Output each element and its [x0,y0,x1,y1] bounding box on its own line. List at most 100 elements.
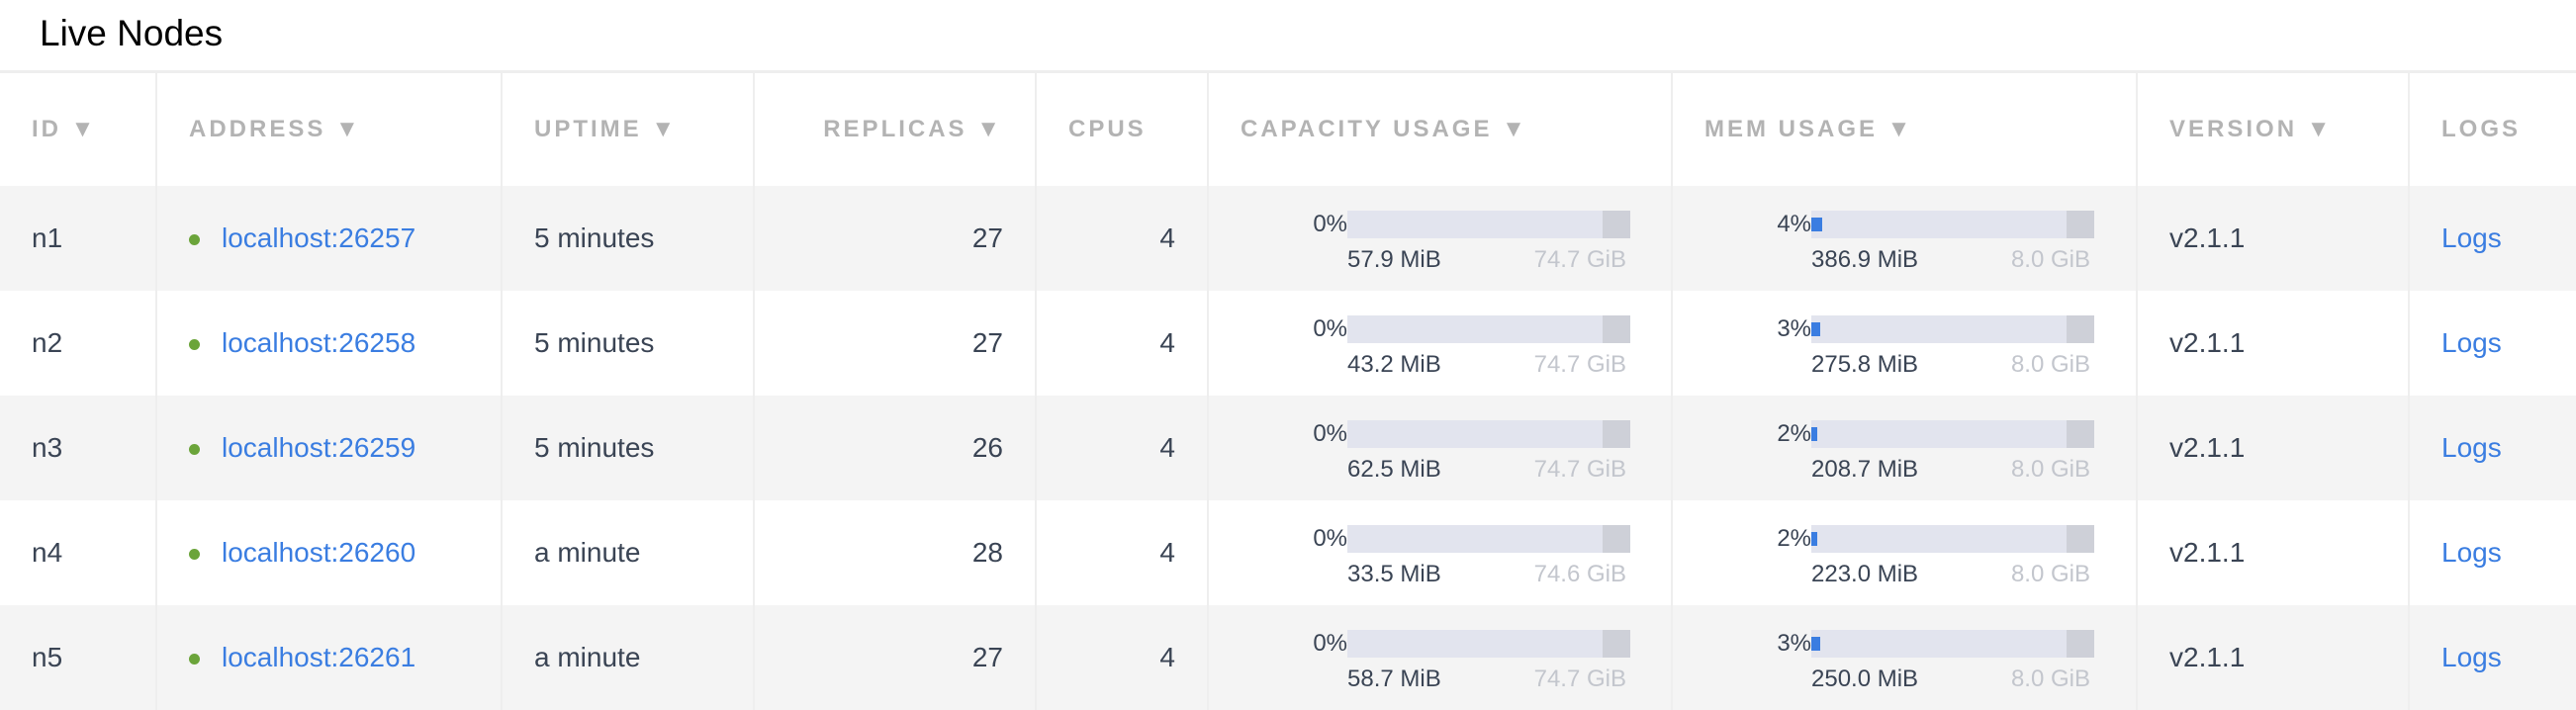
address-link[interactable]: localhost:26259 [222,432,416,463]
bar-end [2067,211,2094,238]
address-cell: localhost:26261 [155,605,502,710]
bar-end [2067,630,2094,658]
node-id: n1 [0,186,156,291]
page-title: Live Nodes [0,0,2576,73]
replicas: 26 [753,396,1036,500]
column-header-mem-usage[interactable]: MEM USAGE ▼ [1671,73,2137,186]
column-header-replicas[interactable]: REPLICAS ▼ [753,73,1036,186]
logs-link[interactable]: Logs [2441,327,2502,358]
cap-total: 74.7 GiB [1533,246,1626,273]
column-header-cpus: CPUS [1035,73,1208,186]
replicas: 27 [753,186,1036,291]
nodes-table: ID ▼ ADDRESS ▼ UPTIME ▼ REPLICAS ▼ CPUS … [0,73,2576,710]
logs-link[interactable]: Logs [2441,222,2502,253]
logs-link[interactable]: Logs [2441,642,2502,672]
address-link[interactable]: localhost:26260 [222,537,416,568]
cap-percent: 0% [1313,525,1347,552]
cap-total: 74.7 GiB [1533,456,1626,483]
column-header-logs: LOGS [2408,73,2576,186]
uptime: a minute [501,500,754,605]
mem-cell: 4% 386.9 MiB 8.0 GiB [1671,186,2137,291]
mem-usage: 2% 223.0 MiB 8.0 GiB [1712,513,2136,592]
cap-percent: 0% [1313,420,1347,447]
cap-total: 74.7 GiB [1533,351,1626,378]
bar-end [1603,315,1630,343]
column-header-id[interactable]: ID ▼ [32,116,98,142]
column-header-uptime[interactable]: UPTIME ▼ [501,73,754,186]
capacity-usage: 0% 33.5 MiB 74.6 GiB [1248,513,1671,592]
address-cell: localhost:26258 [155,291,502,396]
uptime: 5 minutes [501,186,754,291]
status-dot-icon [189,339,200,351]
bar-fill [1811,218,1823,231]
bar-end [2067,525,2094,553]
logs-cell: Logs [2408,500,2576,605]
mem-usage-bar [1811,420,2094,448]
logs-link[interactable]: Logs [2441,432,2502,463]
version: v2.1.1 [2136,186,2409,291]
version: v2.1.1 [2136,291,2409,396]
mem-percent: 3% [1777,630,1811,657]
cap-percent: 0% [1313,211,1347,237]
mem-used: 250.0 MiB [1811,666,1919,692]
table-row: n2 localhost:26258 5 minutes 27 4 0% 43.… [0,291,2576,396]
bar-fill [1811,427,1817,441]
capacity-usage: 0% 43.2 MiB 74.7 GiB [1248,304,1671,383]
column-header-version[interactable]: VERSION ▼ [2136,73,2409,186]
table-row: n1 localhost:26257 5 minutes 27 4 0% 57.… [0,186,2576,291]
cpus: 4 [1035,291,1208,396]
bar-end [1603,420,1630,448]
version: v2.1.1 [2136,605,2409,710]
address-link[interactable]: localhost:26258 [222,327,416,358]
cap-usage-bar [1347,630,1630,658]
mem-used: 275.8 MiB [1811,351,1919,378]
replicas: 27 [753,291,1036,396]
bar-fill [1811,532,1817,546]
status-dot-icon [189,654,200,666]
bar-end [1603,211,1630,238]
address-cell: localhost:26259 [155,396,502,500]
cpus: 4 [1035,500,1208,605]
bar-end [2067,420,2094,448]
bar-end [2067,315,2094,343]
column-header-capacity-usage[interactable]: CAPACITY USAGE ▼ [1207,73,1672,186]
address-link[interactable]: localhost:26257 [222,222,416,253]
mem-total: 8.0 GiB [2010,666,2090,692]
mem-total: 8.0 GiB [2010,246,2090,273]
mem-usage: 3% 250.0 MiB 8.0 GiB [1712,618,2136,697]
table-row: n5 localhost:26261 a minute 27 4 0% 58.7… [0,605,2576,710]
mem-used: 386.9 MiB [1811,246,1919,273]
mem-percent: 4% [1777,211,1811,237]
logs-link[interactable]: Logs [2441,537,2502,568]
cpus: 4 [1035,605,1208,710]
cap-usage-bar [1347,211,1630,238]
version: v2.1.1 [2136,500,2409,605]
capacity-cell: 0% 58.7 MiB 74.7 GiB [1207,605,1672,710]
mem-percent: 2% [1777,420,1811,447]
mem-cell: 3% 275.8 MiB 8.0 GiB [1671,291,2137,396]
uptime: 5 minutes [501,396,754,500]
logs-cell: Logs [2408,186,2576,291]
node-id: n4 [32,537,63,568]
mem-usage-bar [1811,630,2094,658]
cap-used: 43.2 MiB [1347,351,1441,378]
node-id: n2 [32,327,63,358]
mem-cell: 2% 223.0 MiB 8.0 GiB [1671,500,2137,605]
capacity-usage: 0% 62.5 MiB 74.7 GiB [1248,408,1671,488]
cap-total: 74.7 GiB [1533,666,1626,692]
cpus: 4 [1035,396,1208,500]
mem-percent: 2% [1777,525,1811,552]
address-cell: localhost:26257 [155,186,502,291]
mem-used: 208.7 MiB [1811,456,1919,483]
mem-usage: 3% 275.8 MiB 8.0 GiB [1712,304,2136,383]
mem-usage-bar [1811,211,2094,238]
cap-usage-bar [1347,315,1630,343]
mem-total: 8.0 GiB [2010,351,2090,378]
cpus: 4 [1035,186,1208,291]
address-link[interactable]: localhost:26261 [222,642,416,672]
cap-used: 57.9 MiB [1347,246,1441,273]
uptime: a minute [501,605,754,710]
column-header-address[interactable]: ADDRESS ▼ [155,73,502,186]
cap-used: 58.7 MiB [1347,666,1441,692]
mem-used: 223.0 MiB [1811,561,1919,587]
